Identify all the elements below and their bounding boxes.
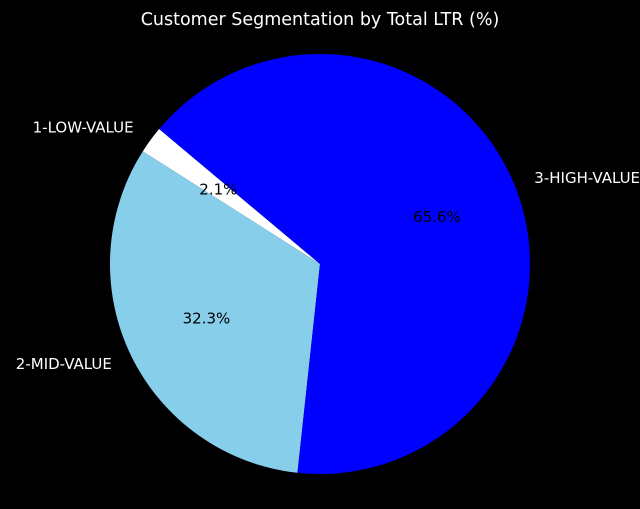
pie-slice-2-mid-value — [110, 151, 321, 473]
slice-percent-2-mid-value: 32.3% — [183, 310, 231, 328]
chart-title: Customer Segmentation by Total LTR (%) — [141, 10, 500, 30]
pie-slice-3-high-value — [159, 54, 531, 475]
pie-slice-1-low-value — [142, 129, 320, 264]
slice-label-2-mid-value: 2-MID-VALUE — [16, 355, 112, 373]
slice-label-3-high-value: 3-HIGH-VALUE — [534, 169, 640, 187]
slice-percent-1-low-value: 2.1% — [199, 181, 237, 199]
slice-percent-3-high-value: 65.6% — [413, 208, 461, 226]
slice-label-1-low-value: 1-LOW-VALUE — [33, 119, 134, 137]
pie-slices — [110, 54, 531, 475]
pie-labels: 1-LOW-VALUE 2.1% 2-MID-VALUE 32.3% 3-HIGH-VA… — [16, 119, 640, 374]
